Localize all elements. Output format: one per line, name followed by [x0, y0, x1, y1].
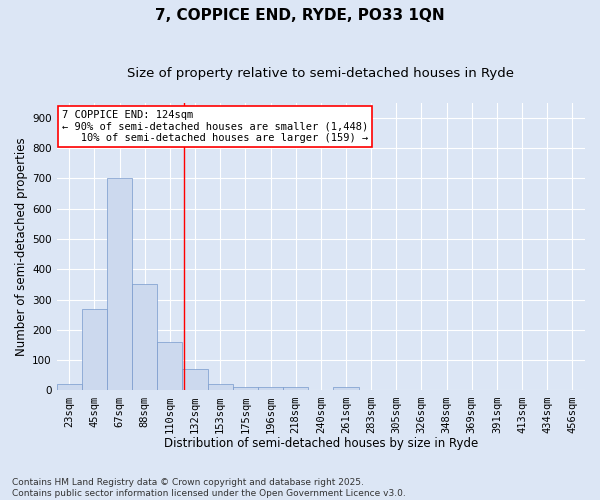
Bar [208, 384, 233, 390]
Title: Size of property relative to semi-detached houses in Ryde: Size of property relative to semi-detach… [127, 68, 514, 80]
Bar [258, 387, 283, 390]
Y-axis label: Number of semi-detached properties: Number of semi-detached properties [15, 137, 28, 356]
Text: Contains HM Land Registry data © Crown copyright and database right 2025.
Contai: Contains HM Land Registry data © Crown c… [12, 478, 406, 498]
Bar [283, 388, 308, 390]
Bar [107, 178, 132, 390]
Bar [334, 388, 359, 390]
Bar [132, 284, 157, 391]
Bar [182, 370, 208, 390]
Bar [56, 384, 82, 390]
X-axis label: Distribution of semi-detached houses by size in Ryde: Distribution of semi-detached houses by … [164, 437, 478, 450]
Bar [233, 387, 258, 390]
Bar [157, 342, 182, 390]
Text: 7 COPPICE END: 124sqm
← 90% of semi-detached houses are smaller (1,448)
   10% o: 7 COPPICE END: 124sqm ← 90% of semi-deta… [62, 110, 368, 143]
Text: 7, COPPICE END, RYDE, PO33 1QN: 7, COPPICE END, RYDE, PO33 1QN [155, 8, 445, 22]
Bar [82, 308, 107, 390]
